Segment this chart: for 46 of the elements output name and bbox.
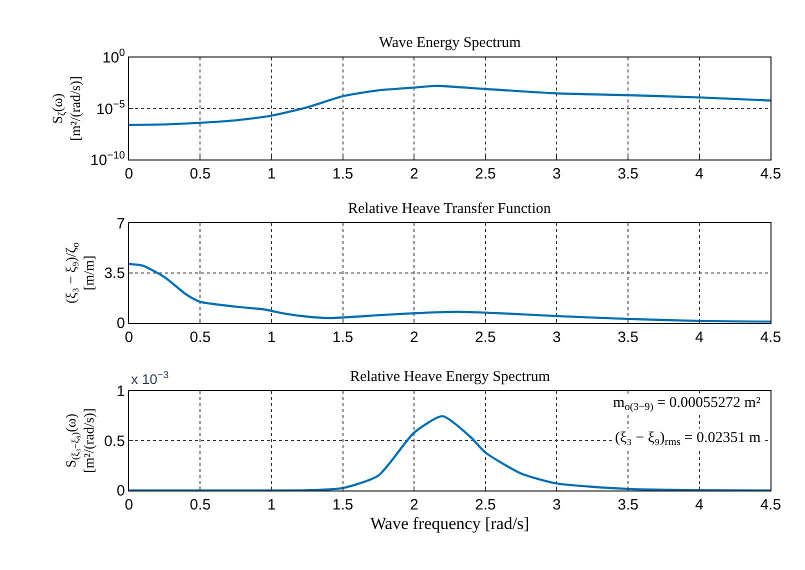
- x-tick-label: 4.5: [760, 166, 782, 183]
- line-series: [128, 262, 771, 323]
- x-tick-label: 1.5: [332, 496, 354, 514]
- x-tick-label: 3.5: [618, 496, 638, 514]
- line-series: [128, 84, 771, 126]
- y-tick-label: 0: [116, 482, 125, 500]
- annotation: m$_{o(3−9)}$ = 0.00055272 m²: [613, 395, 761, 414]
- y-tick-label: 10$^{−5}$: [96, 98, 126, 118]
- y-tick-label: 0: [116, 315, 125, 332]
- y-tick-label: 0.5: [104, 432, 125, 450]
- x-tick-label: 2.5: [475, 328, 496, 346]
- text: x 10$^{−3}$: [131, 370, 170, 387]
- x-tick-label: 4: [695, 328, 704, 346]
- x-tick-label: 3.5: [618, 166, 638, 183]
- x-tick-label: 4.5: [760, 496, 782, 514]
- x-tick-label: 3: [552, 328, 561, 346]
- x-tick-label: 1: [267, 166, 276, 183]
- x-tick-label: 4: [695, 496, 704, 514]
- y-tick-label: 10$^{−10}$: [90, 150, 126, 169]
- x-tick-label: 3.5: [618, 328, 638, 346]
- y-tick-label: 10$^{0}$: [102, 47, 126, 67]
- x-axis-title: Wave frequency [rad/s]: [370, 514, 530, 533]
- x-tick-label: 2: [410, 328, 418, 346]
- chart-title: Relative Heave Energy Spectrum: [350, 369, 550, 385]
- x-tick-label: 3: [552, 496, 561, 514]
- x-tick-label: 4: [695, 166, 704, 183]
- y-tick-label: 7: [116, 215, 125, 232]
- annotation: (ξ₃ − ξ₉)$_{rms}$ = 0.02351 m: [615, 430, 762, 448]
- x-tick-label: 1: [267, 328, 276, 346]
- x-tick-label: 2.5: [475, 496, 496, 514]
- chart-title: Relative Heave Transfer Function: [348, 201, 552, 217]
- y-tick-label: 3.5: [104, 265, 125, 282]
- y-tick-label: 1: [116, 383, 125, 400]
- x-tick-label: 1.5: [332, 166, 354, 183]
- x-tick-label: 0.5: [190, 328, 211, 346]
- x-tick-label: 1.5: [332, 328, 354, 346]
- x-tick-label: 0.5: [190, 496, 211, 514]
- x-tick-label: 2: [410, 496, 418, 514]
- x-tick-label: 3: [552, 166, 561, 183]
- x-tick-label: 2.5: [475, 166, 496, 183]
- x-tick-label: 4.5: [760, 328, 782, 346]
- chart-title: Wave Energy Spectrum: [379, 35, 522, 51]
- x-tick-label: 2: [410, 166, 418, 183]
- x-tick-label: 1: [267, 496, 276, 514]
- line-series: [128, 415, 771, 490]
- x-tick-label: 0.5: [190, 166, 211, 183]
